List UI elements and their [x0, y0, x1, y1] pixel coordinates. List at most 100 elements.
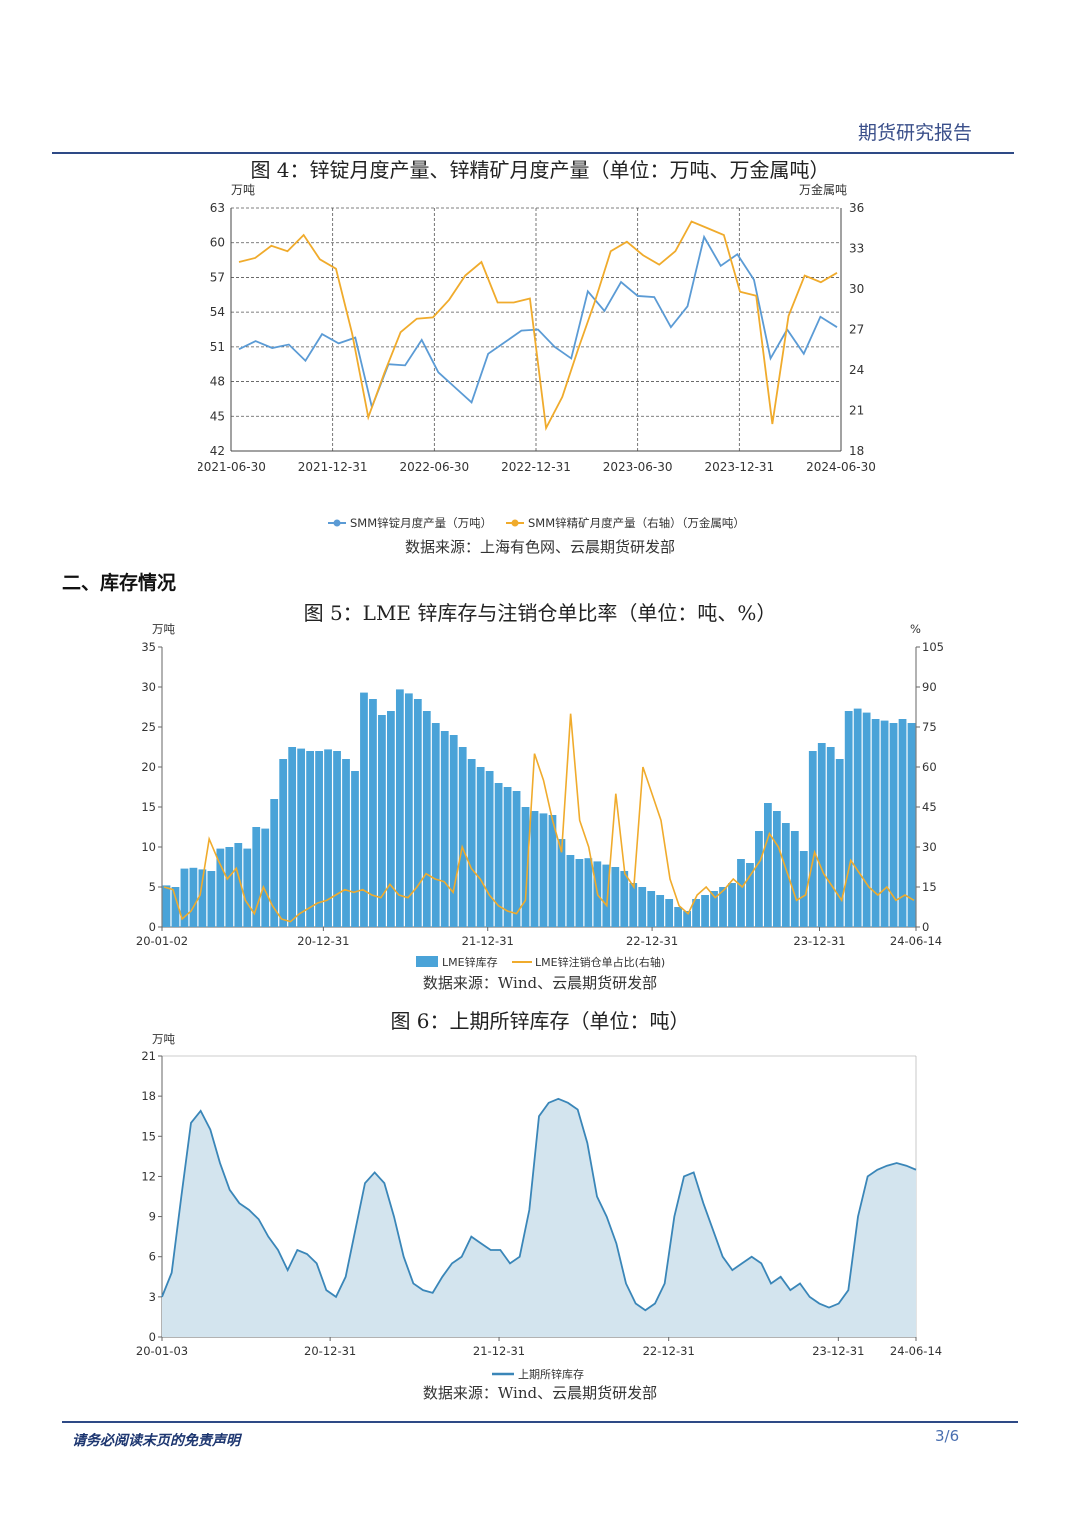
y-tick-label: 21	[141, 1049, 156, 1063]
y-unit-label: 万吨	[152, 1032, 175, 1046]
inventory-bar	[871, 719, 880, 927]
y-unit-right: %	[910, 622, 921, 636]
y-tick-right: 36	[849, 201, 864, 215]
y-unit-left: 万吨	[152, 622, 175, 636]
y-tick-right: 90	[922, 680, 937, 694]
legend-swatch-marker	[333, 519, 341, 527]
y-tick-label: 3	[149, 1290, 156, 1304]
legend-label: LME锌注销仓单占比(右轴)	[535, 955, 665, 969]
y-tick-right: 18	[849, 444, 864, 458]
legend-swatch-bar	[416, 956, 438, 967]
x-tick-label: 24-06-14	[890, 1344, 942, 1358]
inventory-bar	[692, 899, 700, 927]
inventory-bar	[413, 699, 422, 927]
legend-swatch-marker	[511, 519, 519, 527]
inventory-bar	[512, 791, 521, 927]
x-tick-label: 2023-12-31	[704, 460, 774, 474]
section-heading: 二、库存情况	[62, 572, 177, 594]
y-tick-left: 0	[149, 920, 156, 934]
inventory-bar	[862, 712, 871, 927]
y-tick-left: 57	[210, 270, 225, 284]
x-tick-label: 23-12-31	[812, 1344, 864, 1358]
inventory-bar	[889, 723, 898, 927]
figure-4-caption: 图 4：锌锭月度产量、锌精矿月度产量（单位：万吨、万金属吨）	[250, 158, 830, 182]
inventory-bar	[799, 851, 808, 927]
y-tick-right: 30	[849, 282, 864, 296]
inventory-bar	[387, 711, 395, 927]
inventory-bar	[575, 859, 584, 927]
inventory-bar	[467, 759, 476, 927]
page-number: 3/6	[935, 1427, 960, 1445]
inventory-bar	[746, 863, 754, 927]
inventory-bar	[710, 891, 718, 927]
y-tick-label: 15	[141, 1129, 156, 1143]
inventory-bar	[162, 885, 171, 927]
x-tick-label: 20-12-31	[297, 934, 349, 948]
inventory-bar	[719, 887, 727, 927]
y-tick-right: 45	[922, 800, 937, 814]
inventory-bar	[656, 895, 665, 927]
inventory-bar	[449, 735, 458, 927]
y-tick-right: 0	[922, 920, 929, 934]
x-tick-label: 2022-06-30	[399, 460, 469, 474]
inventory-bar	[270, 799, 279, 927]
inventory-bar	[261, 828, 270, 927]
inventory-bar	[395, 689, 404, 927]
inventory-bar	[440, 731, 449, 927]
x-tick-label: 21-12-31	[462, 934, 514, 948]
inventory-bar	[835, 759, 844, 927]
legend-label: SMM锌锭月度产量（万吨）	[350, 516, 492, 530]
inventory-bar	[342, 759, 350, 927]
y-tick-left: 54	[210, 305, 225, 319]
inventory-bar	[431, 723, 440, 927]
inventory-bar	[880, 720, 889, 927]
x-tick-label: 22-12-31	[643, 1344, 695, 1358]
inventory-bar	[521, 807, 530, 927]
figure-4-source: 数据来源：上海有色网、云晨期货研发部	[404, 538, 675, 556]
y-tick-left: 30	[141, 680, 156, 694]
inventory-bar	[422, 711, 431, 927]
inventory-bar	[808, 751, 817, 927]
y-tick-left: 45	[210, 409, 225, 423]
inventory-bar	[530, 811, 539, 927]
inventory-bar	[315, 751, 323, 927]
inventory-bar	[701, 895, 709, 927]
y-tick-left: 25	[141, 720, 156, 734]
inventory-bar	[638, 887, 647, 927]
inventory-bar	[844, 711, 853, 927]
inventory-bar	[548, 815, 557, 927]
inventory-bar	[755, 831, 763, 927]
inventory-bar	[674, 907, 683, 927]
x-tick-label: 2021-06-30	[198, 460, 266, 474]
y-unit-right: 万金属吨	[799, 182, 847, 197]
inventory-bar	[333, 751, 341, 927]
inventory-bar	[252, 827, 261, 927]
inventory-bar	[790, 831, 799, 927]
cancelled-warrant-ratio-line	[163, 713, 915, 923]
inventory-bar	[306, 751, 314, 927]
y-tick-left: 63	[210, 201, 225, 215]
inventory-area-fill	[162, 1098, 916, 1337]
y-tick-right: 21	[849, 404, 864, 418]
y-tick-left: 15	[141, 800, 156, 814]
inventory-bar	[620, 871, 629, 927]
legend-label: 上期所锌库存	[518, 1367, 584, 1381]
inventory-bar	[351, 771, 359, 927]
y-tick-left: 48	[210, 375, 225, 389]
series-line-zinc-concentrate	[238, 220, 838, 432]
y-tick-right: 15	[922, 880, 937, 894]
x-tick-label: 22-12-31	[626, 934, 678, 948]
y-tick-right: 33	[849, 242, 864, 256]
y-tick-left: 5	[149, 880, 156, 894]
y-tick-right: 105	[922, 640, 944, 654]
y-tick-label: 9	[149, 1210, 156, 1224]
inventory-bar	[369, 699, 377, 927]
y-tick-left: 60	[210, 236, 225, 250]
y-tick-right: 60	[922, 760, 937, 774]
inventory-bar	[189, 867, 198, 927]
y-tick-right: 24	[849, 363, 864, 377]
shfe-zinc-inventory-chart: 0 3 6 9 12 15 18 21 万吨 20-01-03 20-12-31 21-12-31 22…	[136, 1032, 942, 1381]
inventory-bar	[234, 843, 243, 927]
y-tick-label: 12	[141, 1169, 156, 1183]
y-tick-left: 42	[210, 444, 225, 458]
